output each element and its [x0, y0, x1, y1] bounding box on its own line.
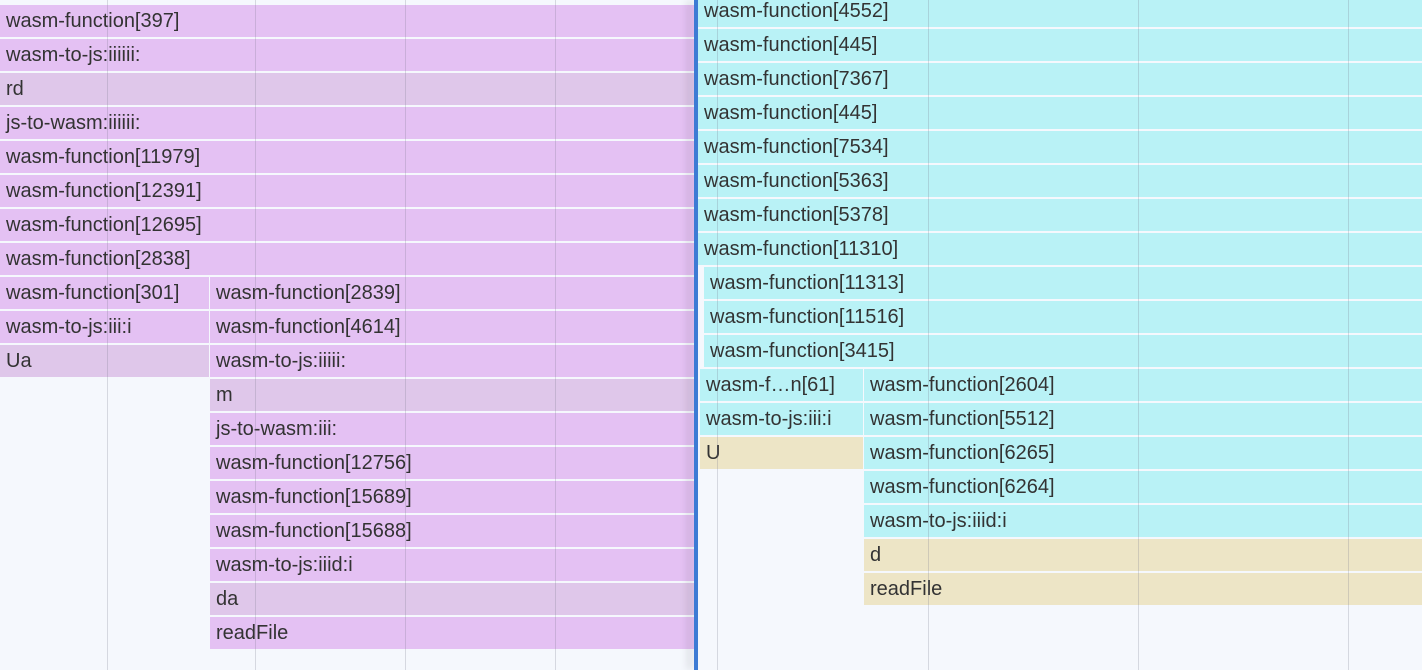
flame-chart-entry[interactable]: wasm-f…n[61] — [700, 369, 863, 401]
flame-chart-entry[interactable]: readFile — [864, 573, 1422, 605]
flame-chart-entry[interactable]: da — [210, 583, 694, 615]
flame-chart-entry[interactable]: wasm-to-js:iii:i — [0, 311, 209, 343]
flame-chart-entry[interactable]: wasm-function[11310] — [698, 233, 1422, 265]
flame-chart-entry[interactable]: wasm-function[11516] — [704, 301, 1422, 333]
flame-chart-entry[interactable]: wasm-to-js:iiid:i — [210, 549, 694, 581]
flame-chart-entry[interactable]: wasm-to-js:iiiii: — [210, 345, 694, 377]
flame-chart-entry[interactable]: wasm-function[12756] — [210, 447, 694, 479]
flame-chart-entry[interactable]: wasm-function[6264] — [864, 471, 1422, 503]
grid-line — [555, 0, 556, 670]
flame-chart-entry[interactable]: wasm-function[11313] — [704, 267, 1422, 299]
flame-chart-entry[interactable]: wasm-function[2838] — [0, 243, 694, 275]
flame-chart-entry[interactable]: js-to-wasm:iii: — [210, 413, 694, 445]
grid-line — [1348, 0, 1349, 670]
flame-chart-entry[interactable]: wasm-function[4614] — [210, 311, 694, 343]
flame-chart-entry[interactable]: wasm-function[301] — [0, 277, 209, 309]
grid-line — [107, 0, 108, 670]
flame-chart-entry[interactable]: wasm-function[6265] — [864, 437, 1422, 469]
flame-chart-entry[interactable]: wasm-function[7534] — [698, 131, 1422, 163]
flame-chart-right-pane[interactable]: wasm-function[4552] wasm-function[445] was… — [698, 0, 1422, 670]
flame-chart-entry[interactable]: wasm-function[15688] — [210, 515, 694, 547]
grid-line — [405, 0, 406, 670]
flame-chart-entry[interactable]: wasm-to-js:iiiiii: — [0, 39, 694, 71]
grid-line — [928, 0, 929, 670]
flame-chart-entry[interactable]: wasm-function[11979] — [0, 141, 694, 173]
grid-line — [255, 0, 256, 670]
flame-chart-entry[interactable]: wasm-function[445] — [698, 97, 1422, 129]
flame-chart-entry[interactable]: wasm-function[5378] — [698, 199, 1422, 231]
flame-chart-entry[interactable]: wasm-function[2839] — [210, 277, 694, 309]
flame-chart-entry[interactable]: wasm-to-js:iiid:i — [864, 505, 1422, 537]
flame-chart-entry[interactable]: wasm-function[15689] — [210, 481, 694, 513]
flame-chart-entry[interactable]: wasm-function[12695] — [0, 209, 694, 241]
grid-line — [1138, 0, 1139, 670]
flame-chart-entry[interactable]: wasm-function[5363] — [698, 165, 1422, 197]
flame-chart-entry[interactable]: rd — [0, 73, 694, 105]
flame-chart-entry[interactable]: d — [864, 539, 1422, 571]
flame-chart-entry[interactable]: U — [700, 437, 863, 469]
flame-chart-entry[interactable]: wasm-function[12391] — [0, 175, 694, 207]
flame-chart-entry[interactable]: wasm-function[7367] — [698, 63, 1422, 95]
flame-chart-entry[interactable]: wasm-function[445] — [698, 29, 1422, 61]
flame-chart-entry[interactable]: wasm-function[5512] — [864, 403, 1422, 435]
flame-chart-entry[interactable]: wasm-function[4552] — [698, 0, 1422, 27]
flame-chart-entry[interactable]: Ua — [0, 345, 209, 377]
flame-chart-entry[interactable]: m — [210, 379, 694, 411]
flame-chart-entry[interactable]: wasm-to-js:iii:i — [700, 403, 863, 435]
flame-chart-left-pane[interactable]: wasm-function[397] wasm-to-js:iiiiii: rd js… — [0, 0, 694, 670]
flame-chart-entry[interactable]: readFile — [210, 617, 694, 649]
flame-chart-entry[interactable]: js-to-wasm:iiiiii: — [0, 107, 694, 139]
pane-divider[interactable] — [694, 0, 698, 670]
grid-line — [717, 0, 718, 670]
flame-chart-entry[interactable]: wasm-function[3415] — [704, 335, 1422, 367]
flame-chart-entry[interactable]: wasm-function[397] — [0, 5, 694, 37]
flame-chart-entry[interactable]: wasm-function[2604] — [864, 369, 1422, 401]
